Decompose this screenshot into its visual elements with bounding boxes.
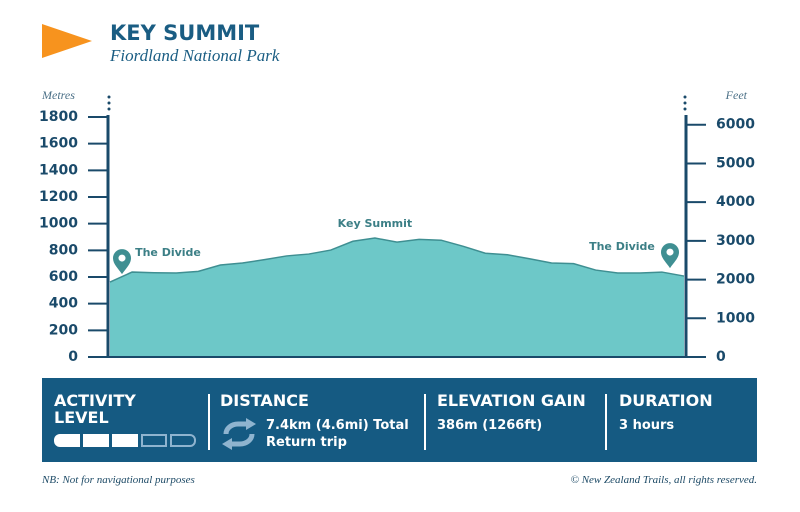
y-tick-label: 600 — [49, 269, 78, 285]
activity-level — [54, 434, 196, 447]
distance-row: 7.4km (4.6mi) Total Return trip — [220, 417, 411, 451]
distance-text: 7.4km (4.6mi) Total Return trip — [266, 418, 409, 450]
activity-segment — [112, 434, 138, 447]
activity-segment — [170, 434, 196, 447]
y2-axis-title: Feet — [725, 88, 748, 102]
elevation-line — [109, 237, 685, 283]
y-tick-label: 1600 — [39, 136, 78, 152]
y2-tick-label: 4000 — [716, 194, 755, 210]
elevation-label: ELEVATION GAIN — [437, 391, 586, 410]
y-tick-label: 1800 — [39, 109, 78, 125]
footer-note: NB: Not for navigational purposes — [42, 474, 195, 486]
elevation-cell: ELEVATION GAIN 386m (1266ft) — [437, 392, 586, 434]
y-tick-label: 200 — [49, 322, 78, 338]
y2-tick-label: 6000 — [716, 117, 755, 133]
axis-dots — [107, 95, 687, 111]
y-tick-label: 800 — [49, 242, 78, 258]
location-pin-dot — [118, 254, 126, 262]
y-tick-label: 0 — [68, 349, 78, 365]
location-pin — [661, 243, 679, 269]
separator — [208, 394, 210, 450]
duration-cell: DURATION 3 hours — [619, 392, 713, 434]
y-tick-label: 1200 — [39, 189, 78, 205]
footer-copyright: © New Zealand Trails, all rights reserve… — [570, 474, 757, 486]
y2-tick-label: 2000 — [716, 272, 755, 288]
duration-label: DURATION — [619, 391, 713, 410]
activity-segment — [141, 434, 167, 447]
annotation: Key Summit — [337, 217, 413, 231]
y-tick-label: 1400 — [39, 162, 78, 178]
y-tick-label: 400 — [49, 296, 78, 312]
separator — [424, 394, 426, 450]
elevation-text: 386m (1266ft) — [437, 418, 543, 433]
return-icon — [222, 418, 256, 450]
activity-cell: ACTIVITY LEVEL — [54, 392, 196, 447]
y2-tick-label: 0 — [716, 349, 726, 365]
separator — [605, 394, 607, 450]
y2-tick-label: 1000 — [716, 310, 755, 326]
y-tick-label: 1000 — [39, 216, 78, 232]
activity-label: ACTIVITY LEVEL — [54, 391, 136, 427]
elevation-area — [110, 238, 684, 357]
y2-tick-label: 3000 — [716, 233, 755, 249]
y2-tick-label: 5000 — [716, 155, 755, 171]
subtitle: Fiordland National Park — [109, 46, 280, 65]
y-axis-title: Metres — [41, 88, 75, 102]
activity-segment — [54, 434, 80, 447]
annotation: The Divide — [589, 240, 655, 254]
info-panel: ACTIVITY LEVEL DISTANCE 7.4km (4.6mi) To… — [42, 378, 757, 462]
location-pin-dot — [666, 248, 674, 256]
distance-cell: DISTANCE 7.4km (4.6mi) Total Return trip — [220, 392, 411, 451]
annotation: The Divide — [135, 246, 201, 260]
activity-segment — [83, 434, 109, 447]
duration-text: 3 hours — [619, 418, 675, 433]
distance-label: DISTANCE — [220, 391, 309, 410]
logo-triangle — [42, 24, 92, 58]
title: KEY SUMMIT — [110, 21, 260, 45]
chart: KEY SUMMIT Fiordland National Park Metre… — [39, 21, 755, 365]
